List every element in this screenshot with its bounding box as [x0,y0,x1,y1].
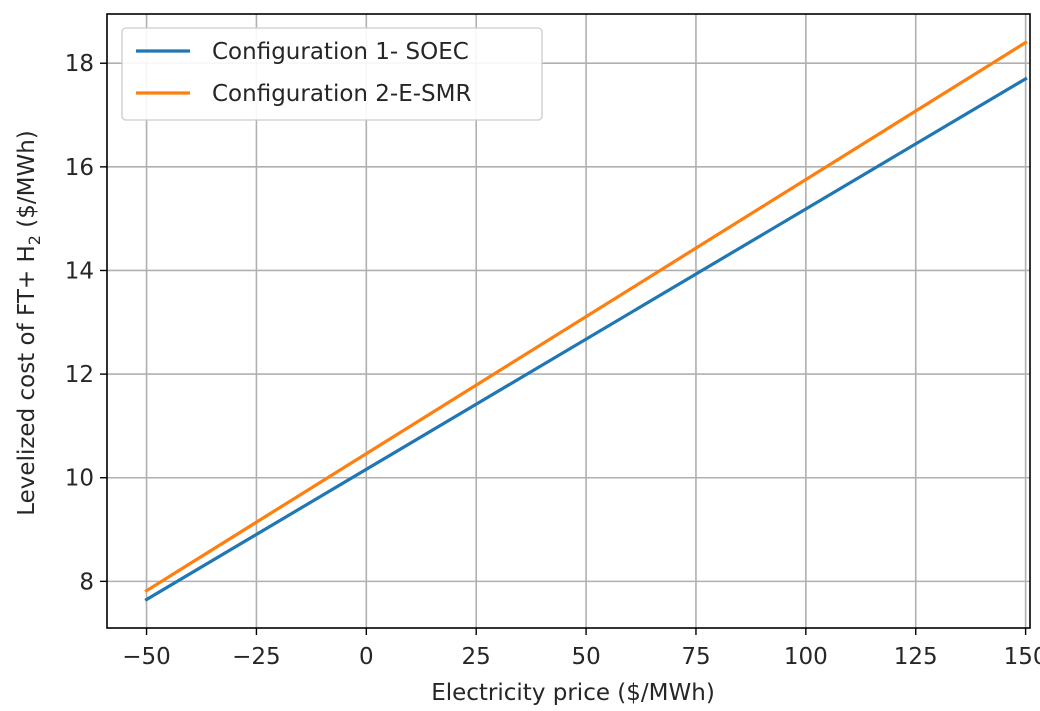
y-axis-label-subscript: 2 [25,235,44,245]
x-tick-label: 75 [681,644,710,670]
axes-frame [106,13,1031,629]
y-axis-label-main: Levelized cost of FT+ H [14,245,40,516]
legend-box [121,27,543,121]
x-tick-label: 25 [462,644,491,670]
x-tick-label: −50 [122,644,171,670]
legend-label-esmr: Configuration 2-E-SMR [212,81,471,107]
legend-label-soec: Configuration 1- SOEC [212,39,469,65]
series-line-2 [144,40,1028,593]
y-tick-label: 12 [65,362,94,388]
y-tick-label: 18 [65,51,94,77]
ticks: −50 −25 0 25 50 75 100 125 150 8 10 12 14 16 18 [65,51,1040,670]
y-tick-label: 14 [65,258,94,284]
y-tick-label: 8 [79,569,94,595]
x-tick-label: 50 [571,644,600,670]
x-tick-label: 0 [359,644,374,670]
y-axis-label-tail: ($/MWh) [14,130,40,235]
legend: Configuration 1- SOEC Configuration 2-E-… [121,27,543,121]
y-axis-label: Levelized cost of FT+ H2 ($/MWh) [14,130,44,516]
plot-lines [144,40,1028,602]
x-tick-label: 100 [784,644,828,670]
x-tick-label: −25 [232,644,281,670]
x-tick-label: 125 [894,644,938,670]
x-axis-label: Electricity price ($/MWh) [431,680,715,706]
y-tick-label: 16 [65,155,94,181]
x-tick-label: 150 [1004,644,1040,670]
y-tick-label: 10 [65,466,94,492]
series-line-1 [144,76,1028,602]
